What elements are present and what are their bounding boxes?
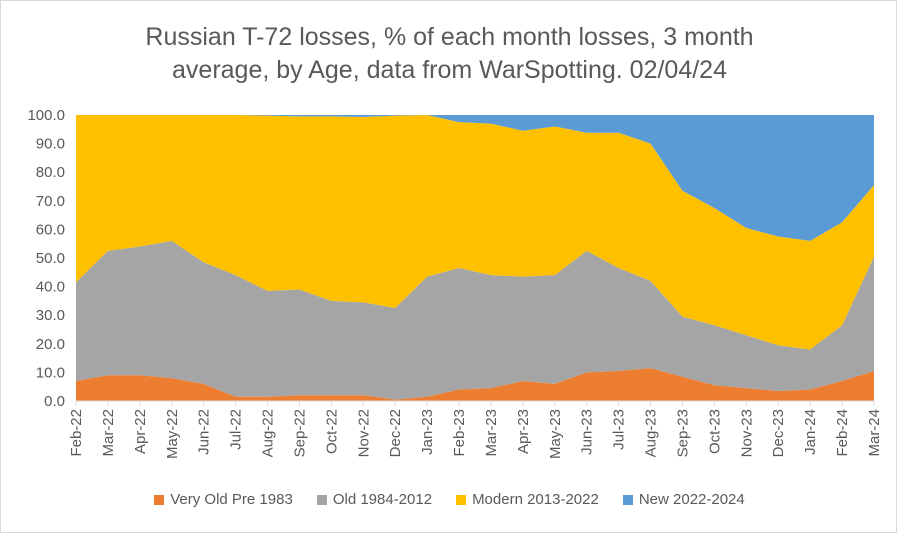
x-tick-label: Jul-22 <box>228 409 245 450</box>
x-tick-label: Aug-23 <box>643 409 660 457</box>
legend-swatch <box>316 494 327 505</box>
x-tick-label: Nov-23 <box>738 409 755 457</box>
y-tick-label: 30.0 <box>36 307 65 324</box>
x-tick-label: Mar-23 <box>483 409 500 457</box>
legend-item: Modern 2013-2022 <box>456 491 599 508</box>
y-tick-label: 50.0 <box>36 250 65 267</box>
y-tick-label: 90.0 <box>36 136 65 153</box>
y-tick-label: 20.0 <box>36 336 65 353</box>
x-tick-label: Apr-23 <box>515 409 532 454</box>
y-tick-label: 70.0 <box>36 193 65 210</box>
x-tick-label: Jan-23 <box>419 409 436 455</box>
y-tick-label: 100.0 <box>27 107 65 124</box>
x-tick-label: May-22 <box>164 409 181 459</box>
y-tick-label: 10.0 <box>36 364 65 381</box>
x-tick-label: Sep-22 <box>291 409 308 457</box>
area-series-3 <box>76 115 874 350</box>
x-tick-label: Sep-23 <box>674 409 691 457</box>
x-tick-label: Jun-23 <box>579 409 596 455</box>
y-tick-label: 0.0 <box>44 393 65 410</box>
legend-item: New 2022-2024 <box>622 491 745 508</box>
legend-label: Old 1984-2012 <box>332 491 433 508</box>
x-tick-label: Feb-22 <box>68 409 85 457</box>
x-tick-label: Dec-22 <box>387 409 404 457</box>
title-line-2: average, by Age, data from WarSpotting. … <box>172 56 727 84</box>
x-tick-label: Oct-22 <box>323 409 340 454</box>
x-tick-label: Oct-23 <box>706 409 723 454</box>
legend-item: Very Old Pre 1983 <box>154 491 293 508</box>
x-tick-label: Apr-22 <box>132 409 149 454</box>
title-line-1: Russian T-72 losses, % of each month los… <box>145 23 754 51</box>
x-tick-label: May-23 <box>547 409 564 459</box>
x-tick-label: Jun-22 <box>196 409 213 455</box>
legend-swatch <box>154 494 165 505</box>
area-series-1 <box>76 368 874 401</box>
x-tick-label: Feb-23 <box>451 409 468 457</box>
x-tick-label: Mar-22 <box>100 409 117 457</box>
x-tick-label: Mar-24 <box>866 409 883 457</box>
legend-swatch <box>456 494 467 505</box>
legend-swatch <box>622 494 633 505</box>
legend-item: Old 1984-2012 <box>316 491 433 508</box>
area-series-2 <box>76 240 874 400</box>
y-tick-label: 80.0 <box>36 164 65 181</box>
x-tick-label: Feb-24 <box>834 409 851 457</box>
x-tick-label: Aug-22 <box>260 409 277 457</box>
legend-label: New 2022-2024 <box>638 491 745 508</box>
x-tick-label: Jul-23 <box>611 409 628 450</box>
y-tick-label: 40.0 <box>36 279 65 296</box>
legend-label: Modern 2013-2022 <box>472 491 599 508</box>
y-tick-label: 60.0 <box>36 221 65 238</box>
chart-title: Russian T-72 losses, % of each month los… <box>1 21 896 87</box>
x-tick-label: Dec-23 <box>770 409 787 457</box>
x-tick-label: Nov-22 <box>355 409 372 457</box>
legend: Very Old Pre 1983 Old 1984-2012 Modern 201… <box>1 491 896 508</box>
legend-label: Very Old Pre 1983 <box>170 491 293 508</box>
x-tick-label: Jan-24 <box>802 409 819 455</box>
area-series-4 <box>76 115 874 241</box>
